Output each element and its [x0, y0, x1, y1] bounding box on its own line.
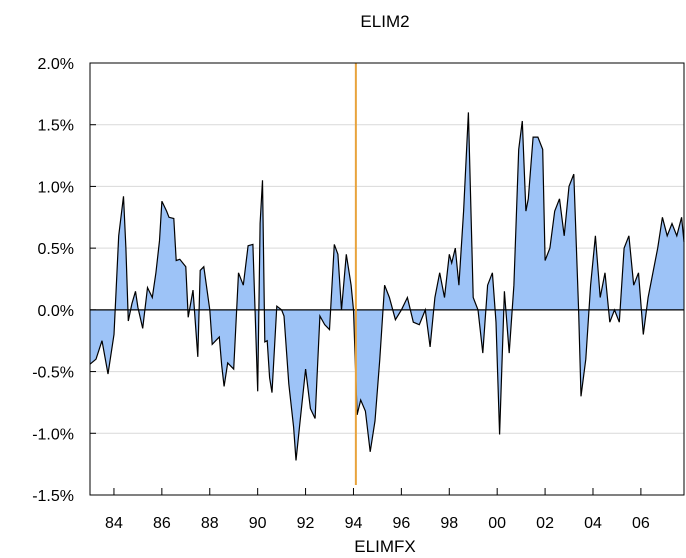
y-tick-label: 2.0% [38, 56, 74, 73]
x-tick-label: 92 [297, 515, 315, 532]
x-tick-label: 86 [153, 515, 171, 532]
x-tick-label: 02 [536, 515, 554, 532]
x-tick-label: 90 [249, 515, 267, 532]
x-tick-label: 84 [105, 515, 123, 532]
y-tick-label: -1.0% [32, 426, 74, 443]
x-tick-label: 98 [440, 515, 458, 532]
plot-frame [89, 62, 685, 496]
x-tick-label: 06 [632, 515, 650, 532]
x-axis-label: ELIMFX [354, 537, 415, 556]
y-tick-label: -1.5% [32, 488, 74, 505]
y-tick-label: 0.0% [38, 303, 74, 320]
y-axis: 2.0% 1.5% 1.0% 0.5% 0.0% -0.5% -1.0% -1.5% [32, 56, 96, 505]
x-tick-label: 96 [392, 515, 410, 532]
y-tick-label: 1.0% [38, 179, 74, 196]
series-area [90, 112, 684, 461]
y-tick-label: -0.5% [32, 365, 74, 382]
x-tick-label: 00 [488, 515, 506, 532]
series-line [89, 112, 685, 461]
gridlines [90, 124, 684, 434]
x-tick-label: 94 [345, 515, 363, 532]
x-tick-label: 04 [584, 515, 602, 532]
chart-title: ELIM2 [360, 12, 409, 31]
x-axis: 84 86 88 90 92 94 96 98 00 02 04 06 [105, 488, 650, 532]
y-tick-label: 0.5% [38, 241, 74, 258]
y-tick-label: 1.5% [38, 118, 74, 135]
x-tick-label: 88 [201, 515, 219, 532]
